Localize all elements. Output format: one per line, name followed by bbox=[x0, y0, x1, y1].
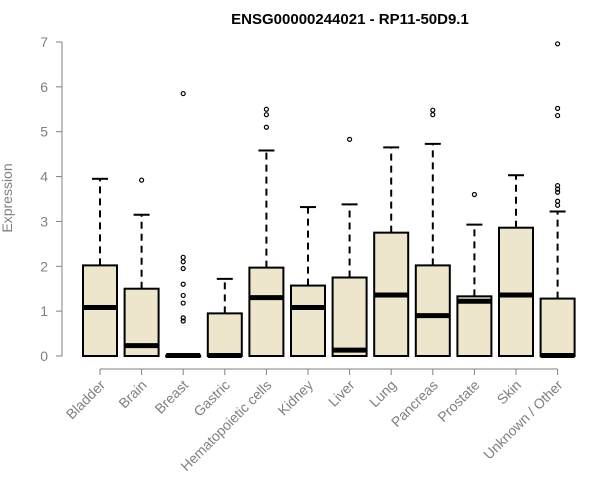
box-iqr bbox=[290, 284, 326, 357]
outlier-point bbox=[430, 112, 436, 118]
outlier-point bbox=[554, 202, 561, 208]
outlier-point bbox=[180, 265, 186, 272]
x-tick-label: Liver bbox=[325, 377, 358, 410]
axes: 0 1 2 3 4 5 6 7 bbox=[40, 34, 559, 375]
box-bladder bbox=[82, 177, 118, 358]
outlier-point bbox=[263, 124, 269, 130]
box-prostate bbox=[456, 191, 493, 357]
box-iqr bbox=[414, 264, 451, 358]
boxes bbox=[82, 41, 576, 359]
x-tick-label: Brain bbox=[115, 377, 149, 411]
x-tick-label: Kidney bbox=[275, 377, 317, 419]
x-tick-label: Skin bbox=[494, 377, 525, 408]
outlier-point bbox=[180, 292, 186, 299]
y-tick-label: 0 bbox=[40, 348, 48, 364]
box-iqr bbox=[331, 276, 368, 357]
outlier-point bbox=[430, 107, 436, 113]
y-tick-label: 6 bbox=[40, 79, 48, 95]
outlier-point bbox=[471, 191, 477, 198]
box-hematopoietic-cells bbox=[248, 106, 285, 358]
x-tick-label: Breast bbox=[151, 377, 191, 417]
outlier-point bbox=[263, 112, 269, 118]
outlier-point bbox=[180, 254, 186, 260]
y-axis-label: Expression bbox=[0, 163, 15, 232]
outlier-point bbox=[180, 90, 186, 97]
box-iqr bbox=[248, 266, 285, 358]
chart-title: ENSG00000244021 - RP11-50D9.1 bbox=[231, 11, 469, 28]
outlier-point bbox=[554, 105, 561, 111]
outlier-point bbox=[180, 315, 186, 321]
outlier-point bbox=[180, 300, 186, 306]
outlier-point bbox=[554, 182, 561, 189]
y-tick-label: 4 bbox=[40, 169, 48, 185]
box-iqr bbox=[206, 312, 243, 357]
outlier-point bbox=[554, 41, 561, 47]
box-iqr bbox=[82, 264, 118, 358]
box-breast bbox=[165, 90, 202, 359]
x-tick-label: Lung bbox=[366, 377, 399, 410]
outlier-point bbox=[554, 112, 561, 119]
outlier-point bbox=[554, 198, 561, 204]
y-tick-label: 2 bbox=[40, 258, 48, 274]
outlier-point bbox=[180, 281, 186, 287]
outlier-point bbox=[347, 136, 353, 142]
outlier-point bbox=[180, 318, 186, 324]
box-gastric bbox=[206, 277, 243, 359]
y-tick-label: 7 bbox=[40, 34, 48, 50]
x-tick-label: Bladder bbox=[63, 377, 109, 423]
box-skin bbox=[498, 174, 534, 357]
box-iqr bbox=[498, 226, 534, 357]
box-iqr bbox=[456, 295, 493, 357]
outlier-point bbox=[263, 106, 269, 112]
box-unknown-other bbox=[539, 41, 576, 359]
box-brain bbox=[123, 177, 160, 358]
box-kidney bbox=[290, 206, 326, 357]
x-tick-label: Unknown / Other bbox=[480, 377, 566, 463]
box-iqr bbox=[539, 297, 576, 357]
box-lung bbox=[373, 146, 410, 357]
outlier-point bbox=[139, 177, 145, 183]
outlier-point bbox=[554, 189, 561, 195]
box-pancreas bbox=[414, 107, 451, 358]
box-liver bbox=[331, 136, 368, 357]
y-tick-label: 5 bbox=[40, 124, 48, 140]
x-tick-label: Prostate bbox=[434, 377, 482, 425]
y-tick-label: 1 bbox=[40, 303, 48, 319]
y-tick-label: 3 bbox=[40, 213, 48, 229]
outlier-point bbox=[180, 259, 186, 265]
